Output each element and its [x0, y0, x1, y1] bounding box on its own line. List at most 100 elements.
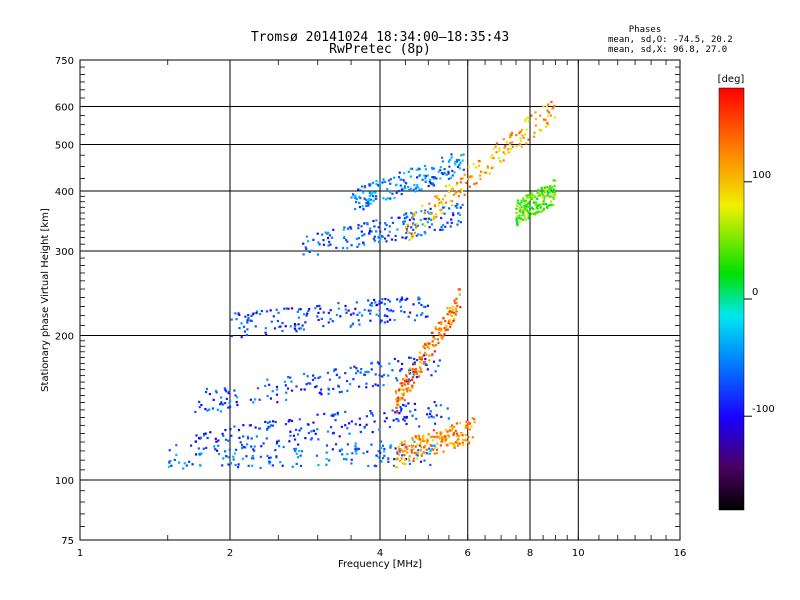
data-point [554, 179, 557, 182]
data-point [362, 191, 365, 194]
data-point [334, 443, 338, 446]
data-point [264, 420, 267, 424]
data-point [355, 367, 358, 370]
data-point [532, 201, 536, 204]
data-point [384, 198, 388, 201]
data-point [242, 435, 245, 438]
data-point [288, 418, 291, 422]
data-point [527, 120, 530, 123]
data-point [375, 219, 378, 222]
data-point [547, 103, 550, 106]
data-point [446, 306, 449, 310]
data-point [462, 443, 465, 447]
data-point [249, 319, 252, 322]
data-point [417, 186, 420, 189]
colorbar-tick-label: 0 [752, 287, 758, 298]
data-point [287, 420, 290, 423]
data-point [404, 457, 408, 461]
data-point [428, 354, 431, 357]
data-point [358, 311, 361, 314]
data-point [247, 317, 250, 320]
data-point [550, 203, 553, 207]
data-point [471, 175, 474, 178]
data-point [424, 177, 427, 180]
data-point [228, 448, 231, 451]
data-point [499, 160, 503, 164]
data-point [241, 457, 245, 460]
data-point [276, 319, 280, 323]
data-point [428, 359, 431, 362]
data-point [552, 196, 555, 199]
data-point [432, 183, 435, 187]
data-point [380, 301, 383, 304]
data-point [427, 416, 431, 419]
data-point [397, 216, 400, 219]
data-point [498, 147, 501, 150]
data-point [424, 180, 427, 184]
data-point [300, 388, 303, 391]
data-point [406, 225, 409, 228]
data-point [411, 384, 414, 388]
data-point [448, 311, 451, 314]
data-point [433, 228, 436, 232]
data-point [536, 194, 539, 198]
data-point [327, 321, 330, 324]
data-point [511, 145, 514, 148]
data-point [424, 217, 427, 221]
data-point [461, 434, 464, 437]
data-point [300, 427, 303, 430]
data-point [367, 309, 370, 312]
data-point [205, 446, 208, 449]
data-point [421, 223, 424, 226]
data-point [523, 133, 526, 136]
data-point [408, 367, 412, 370]
data-point [397, 419, 400, 423]
data-point [395, 183, 398, 186]
data-point [400, 408, 403, 411]
data-point [402, 392, 405, 395]
data-point [228, 390, 231, 393]
data-point [434, 327, 437, 330]
data-point [241, 447, 244, 450]
data-point [466, 424, 469, 427]
data-point [350, 462, 353, 465]
data-point [429, 412, 432, 416]
data-point [370, 304, 373, 307]
data-point [403, 382, 406, 385]
data-point [407, 315, 410, 318]
data-point [434, 370, 437, 373]
x-tick-label: 16 [674, 548, 687, 559]
data-point [321, 233, 324, 236]
data-point [424, 174, 428, 178]
data-point [414, 211, 418, 214]
data-point [466, 421, 470, 424]
data-point [554, 194, 557, 197]
data-point [455, 158, 458, 162]
data-point [310, 437, 313, 440]
data-point [290, 419, 294, 423]
data-point [467, 435, 470, 439]
data-point [372, 199, 375, 202]
data-point [457, 438, 460, 441]
data-point [277, 311, 280, 314]
data-point [435, 432, 438, 435]
data-point [389, 318, 392, 321]
data-point [170, 464, 173, 467]
data-point [235, 400, 238, 404]
x-tick-label: 1 [77, 548, 83, 559]
data-point [383, 412, 386, 415]
data-point [338, 376, 341, 379]
data-point [407, 170, 410, 173]
data-point [441, 160, 444, 163]
data-point [337, 307, 340, 310]
data-point [449, 313, 452, 316]
data-point [393, 458, 396, 461]
data-point [516, 215, 519, 218]
data-point [448, 429, 451, 432]
data-point [252, 448, 255, 451]
data-point [389, 191, 392, 194]
data-point [459, 432, 463, 436]
data-point [455, 183, 458, 186]
data-point [316, 305, 319, 308]
